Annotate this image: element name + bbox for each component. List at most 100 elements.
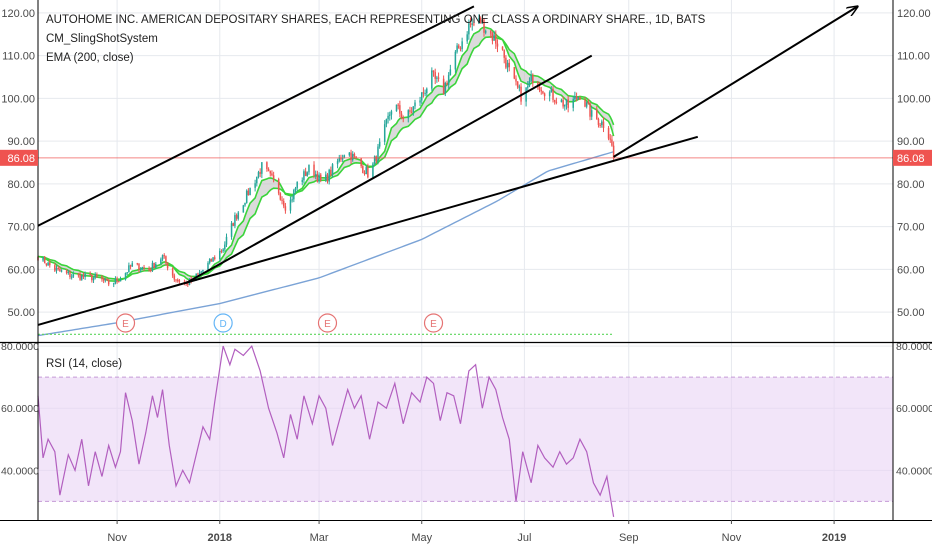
trendline-arrow[interactable] (613, 6, 858, 158)
candle-body (153, 262, 155, 269)
price-tick-label-right: 70.00 (897, 222, 925, 234)
earnings-marker[interactable] (317, 313, 338, 333)
candle-body (449, 69, 452, 76)
candle-body (259, 172, 261, 174)
candle-body (599, 124, 601, 126)
candle-body (402, 118, 404, 120)
candle-body (493, 35, 495, 41)
candle-body (501, 46, 504, 50)
candle-body (271, 173, 273, 176)
candle-body (331, 164, 334, 175)
candle-body (277, 178, 280, 194)
right-axis-price[interactable]: 50.00 60.00 70.00 80.00 90.00 100.00 110.00 120… (893, 8, 932, 319)
time-tick-label: Sep (619, 532, 639, 544)
price-grid (38, 0, 893, 342)
candle-body (584, 99, 586, 107)
candle-body (513, 67, 516, 79)
candle-body (328, 169, 330, 182)
candle-body (143, 267, 145, 269)
candle-body (505, 57, 507, 68)
candle-body (148, 267, 150, 270)
candle-body (436, 77, 438, 79)
candle-body (326, 174, 329, 182)
candle-body (139, 268, 142, 271)
candle-body (532, 75, 534, 84)
price-tick-label-right: 80.00 (897, 179, 925, 191)
candle-body (306, 172, 309, 176)
candle-body (210, 259, 213, 262)
candle-body (55, 268, 58, 271)
candle-body (222, 249, 224, 252)
candle-body (365, 167, 367, 174)
candle-body (348, 152, 351, 156)
dividend-marker[interactable] (213, 313, 233, 333)
time-tick-label: May (411, 532, 432, 544)
rsi-title[interactable]: RSI (14, close) (46, 358, 122, 370)
candle-body (131, 263, 134, 267)
candle-body (395, 104, 398, 112)
candle-body (575, 96, 578, 100)
candle-body (42, 256, 44, 261)
candle-body (426, 88, 428, 94)
candle-body (200, 271, 203, 273)
candle-body (65, 270, 68, 273)
candle-body (77, 274, 80, 276)
candle-body (219, 250, 221, 260)
symbol-title[interactable]: AUTOHOME INC. AMERICAN DEPOSITARY SHARES… (46, 14, 706, 26)
time-tick-label: 2018 (208, 532, 232, 544)
candle-body (138, 263, 140, 271)
price-tick-label-left: 120.00 (1, 8, 35, 20)
candle-body (400, 113, 403, 119)
candle-body (128, 265, 130, 273)
indicator-slingshot-label[interactable]: CM_SlingShotSystem (46, 33, 158, 45)
rsi-tick-label-left: 80.0000 (1, 341, 39, 353)
right-axis-rsi[interactable]: 40.0000 60.0000 80.0000 (896, 341, 932, 477)
time-axis[interactable]: Nov 2018 Mar May Jul Sep Nov 2019 (107, 520, 846, 544)
candle-body (165, 256, 167, 263)
candle-body (116, 278, 118, 282)
rsi-tick-label-left: 40.0000 (1, 465, 39, 477)
candle-body (360, 158, 362, 167)
candle-body (197, 273, 199, 275)
candle-body (114, 278, 117, 284)
candle-body (420, 92, 423, 101)
candle-body (118, 281, 120, 283)
candle-body (409, 110, 411, 112)
candle-body (43, 256, 46, 264)
candle-body (313, 164, 315, 176)
candle-body (542, 91, 544, 94)
trendline[interactable] (37, 135, 699, 326)
candle-body (518, 86, 521, 88)
candle-body (484, 30, 487, 33)
candle-body (469, 23, 472, 25)
candle-body (351, 153, 354, 161)
candle-body (141, 267, 144, 269)
trendlines-layer[interactable] (37, 5, 858, 326)
time-tick-label: Mar (310, 532, 329, 544)
trendline[interactable] (185, 54, 593, 284)
candle-body (508, 62, 511, 68)
legend[interactable]: AUTOHOME INC. AMERICAN DEPOSITARY SHARES… (46, 14, 706, 370)
candle-body (567, 99, 569, 108)
candle-body (516, 81, 519, 88)
earnings-marker[interactable] (423, 313, 444, 333)
candle-body (282, 200, 285, 207)
candle-body (213, 257, 216, 260)
earnings-marker[interactable] (115, 313, 136, 333)
candle-body (496, 43, 499, 47)
candle-body (245, 190, 248, 203)
candle-body (176, 279, 179, 281)
trendline[interactable] (37, 5, 475, 227)
rsi-pane[interactable] (37, 343, 893, 520)
candle-body (363, 172, 366, 174)
indicator-ema-label[interactable]: EMA (200, close) (46, 52, 134, 64)
candle-body (552, 88, 554, 100)
candle-body (456, 45, 458, 52)
candle-body (161, 255, 164, 260)
candle-body (106, 278, 108, 280)
candle-body (72, 274, 75, 277)
candle-body (424, 93, 426, 95)
